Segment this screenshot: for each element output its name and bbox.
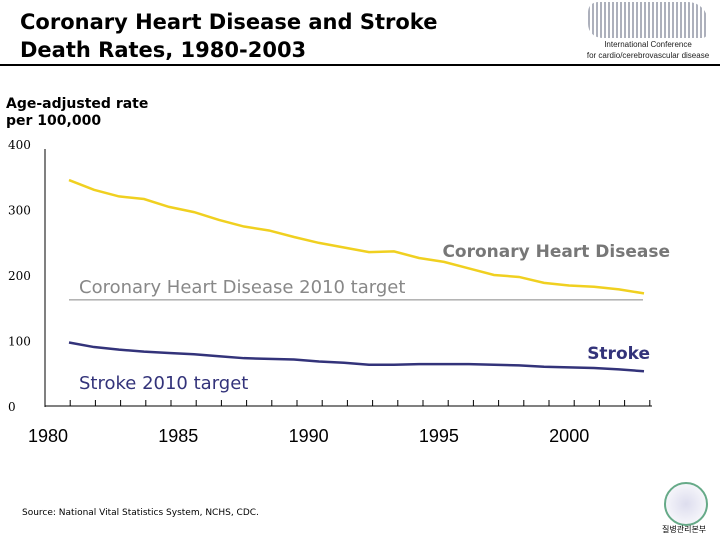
- x-tick-label: 1990: [289, 426, 329, 446]
- title-line-1: Coronary Heart Disease and Stroke: [20, 10, 438, 34]
- logo-text: International Conference: [604, 40, 692, 49]
- series-line-stroke: [68, 341, 645, 373]
- world-map-icon: [588, 2, 708, 38]
- chd-series-label: Coronary Heart Disease: [442, 242, 670, 262]
- seal-text: 질병관리본부: [662, 525, 707, 534]
- source-note: Source: National Vital Statistics System…: [22, 508, 259, 518]
- y-axis-label: Age-adjusted rate per 100,000: [6, 96, 148, 130]
- chd-target-label: Coronary Heart Disease 2010 target: [79, 277, 405, 298]
- y-label-line: per 100,000: [6, 113, 102, 129]
- x-tick-label: 1995: [419, 426, 459, 446]
- stroke-target-label: Stroke 2010 target: [79, 373, 248, 394]
- y-tick-label: 0: [8, 400, 16, 414]
- stroke-series-label: Stroke: [587, 344, 650, 364]
- title-divider: [0, 64, 720, 66]
- x-tick-label: 1985: [158, 426, 198, 446]
- x-tick-label: 1980: [28, 426, 68, 446]
- y-tick-label: 300: [8, 204, 31, 218]
- y-tick-label: 400: [8, 138, 31, 152]
- y-tick-label: 100: [8, 335, 31, 349]
- kcdc-seal-icon: [664, 482, 708, 526]
- conference-logo: International Conference for cardio/cereb…: [578, 2, 718, 62]
- logo-text: for cardio/cerebrovascular disease: [586, 51, 710, 60]
- title-line-2: Death Rates, 1980-2003: [20, 38, 307, 62]
- y-tick-label: 200: [8, 269, 31, 283]
- slide-title: Coronary Heart Disease and Stroke Death R…: [20, 8, 540, 64]
- y-label-line: Age-adjusted rate: [6, 96, 149, 112]
- series-line-chd: [68, 178, 645, 295]
- x-tick-label: 2000: [549, 426, 589, 446]
